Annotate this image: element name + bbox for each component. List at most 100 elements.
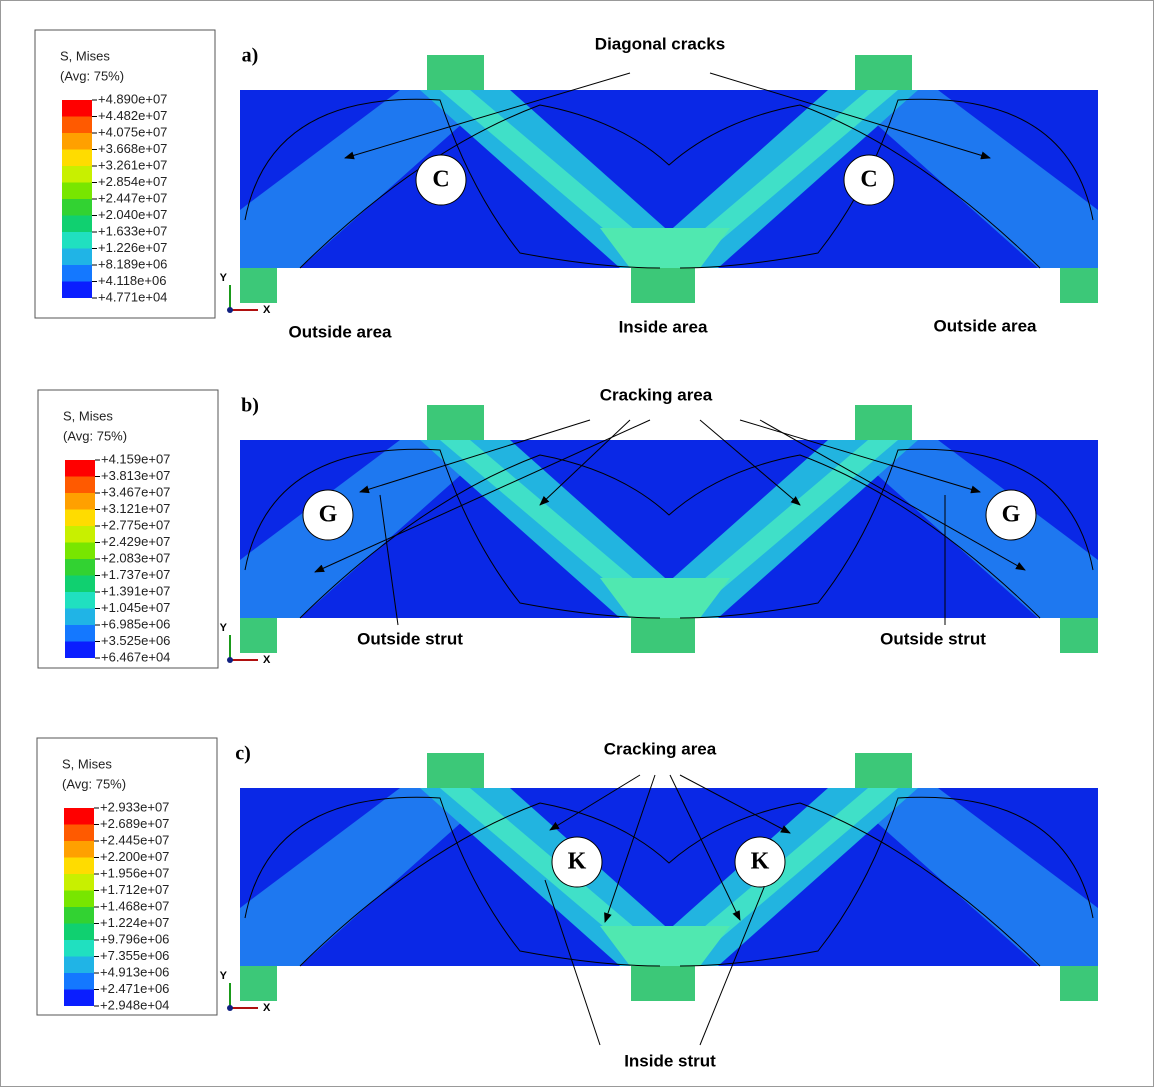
legend-label: +2.689e+07 bbox=[100, 816, 169, 831]
legend-label: +2.429e+07 bbox=[101, 534, 170, 549]
annotation: Cracking area bbox=[604, 739, 717, 758]
legend-label: +3.261e+07 bbox=[98, 157, 167, 172]
marker-label: K bbox=[568, 849, 587, 875]
legend-label: +7.355e+06 bbox=[100, 948, 169, 963]
legend-swatch bbox=[62, 232, 92, 249]
legend-swatch bbox=[62, 117, 92, 134]
legend-swatch bbox=[64, 957, 94, 974]
legend-label: +2.854e+07 bbox=[98, 174, 167, 189]
legend-label: +4.118e+06 bbox=[98, 273, 166, 288]
plate bbox=[1060, 268, 1098, 303]
legend-swatch bbox=[64, 907, 94, 924]
legend-subtitle: (Avg: 75%) bbox=[60, 68, 124, 83]
legend-swatch bbox=[64, 874, 94, 891]
annotation: Cracking area bbox=[600, 385, 713, 404]
legend-swatch bbox=[65, 460, 95, 477]
legend-label: +4.771e+04 bbox=[98, 289, 167, 304]
legend-swatch bbox=[62, 282, 92, 299]
legend-title: S, Mises bbox=[63, 408, 113, 423]
legend-label: +4.159e+07 bbox=[101, 451, 170, 466]
legend-swatch bbox=[64, 841, 94, 858]
axis-y-label: Y bbox=[220, 970, 228, 982]
plate bbox=[1060, 618, 1098, 653]
legend-label: +6.985e+06 bbox=[101, 616, 170, 631]
legend-label: +2.083e+07 bbox=[101, 550, 170, 565]
legend-swatch bbox=[65, 592, 95, 609]
legend-swatch bbox=[65, 576, 95, 593]
legend-label: +4.482e+07 bbox=[98, 108, 167, 123]
legend-swatch bbox=[62, 133, 92, 150]
legend-swatch bbox=[64, 825, 94, 842]
legend-label: +3.525e+06 bbox=[101, 633, 170, 648]
legend-label: +1.468e+07 bbox=[100, 898, 169, 913]
legend-label: +4.890e+07 bbox=[98, 91, 167, 106]
annotation: Inside strut bbox=[624, 1051, 716, 1070]
legend-label: +2.471e+06 bbox=[100, 981, 169, 996]
annotation: Outside strut bbox=[880, 629, 986, 648]
legend-label: +1.226e+07 bbox=[98, 240, 167, 255]
plate bbox=[240, 268, 277, 303]
legend-swatch bbox=[64, 990, 94, 1007]
axis-x-label: X bbox=[263, 1002, 271, 1014]
legend-label: +3.467e+07 bbox=[101, 484, 170, 499]
axis-origin bbox=[227, 657, 233, 663]
legend-swatch bbox=[65, 559, 95, 576]
legend-swatch bbox=[62, 100, 92, 117]
plate bbox=[855, 405, 912, 440]
legend-label: +2.447e+07 bbox=[98, 190, 167, 205]
legend-swatch bbox=[64, 808, 94, 825]
axis-y-label: Y bbox=[220, 272, 228, 284]
annotation: Outside area bbox=[289, 322, 393, 341]
marker-label: G bbox=[319, 502, 338, 528]
figure: S, Mises (Avg: 75%) +4.890e+07 +4.482e+07 +4… bbox=[0, 0, 1154, 1087]
legend-swatch bbox=[62, 249, 92, 266]
axis-origin bbox=[227, 307, 233, 313]
legend-title: S, Mises bbox=[60, 48, 110, 63]
plate bbox=[855, 753, 912, 788]
legend-label: +1.224e+07 bbox=[100, 915, 169, 930]
plate bbox=[427, 753, 484, 788]
panel-label: b) bbox=[241, 395, 259, 417]
legend-swatch bbox=[65, 526, 95, 543]
legend-label: +1.045e+07 bbox=[101, 600, 170, 615]
panel-label: a) bbox=[242, 45, 259, 67]
legend-swatch bbox=[64, 924, 94, 941]
plate bbox=[855, 55, 912, 90]
legend-swatch bbox=[65, 477, 95, 494]
legend-label: +6.467e+04 bbox=[101, 649, 170, 664]
axis-origin bbox=[227, 1005, 233, 1011]
axis-x-label: X bbox=[263, 304, 271, 316]
legend-label: +3.668e+07 bbox=[98, 141, 167, 156]
plate bbox=[631, 618, 695, 653]
plate bbox=[427, 55, 484, 90]
legend-swatch bbox=[62, 265, 92, 282]
legend-label: +2.040e+07 bbox=[98, 207, 167, 222]
legend-swatch bbox=[65, 609, 95, 626]
axis-x-label: X bbox=[263, 654, 271, 666]
legend-label: +2.948e+04 bbox=[100, 997, 169, 1012]
legend-swatch bbox=[65, 543, 95, 560]
legend-label: +4.913e+06 bbox=[100, 964, 169, 979]
legend-subtitle: (Avg: 75%) bbox=[63, 428, 127, 443]
legend-label: +3.813e+07 bbox=[101, 468, 170, 483]
legend-subtitle: (Avg: 75%) bbox=[62, 776, 126, 791]
plate bbox=[631, 268, 695, 303]
legend-label: +1.737e+07 bbox=[101, 567, 170, 582]
legend-swatch bbox=[65, 625, 95, 642]
axis-y-label: Y bbox=[220, 622, 228, 634]
legend-swatch bbox=[64, 891, 94, 908]
plate bbox=[240, 618, 277, 653]
legend-swatch bbox=[62, 166, 92, 183]
legend-label: +1.956e+07 bbox=[100, 865, 169, 880]
legend-label: +1.633e+07 bbox=[98, 223, 167, 238]
legend-label: +2.933e+07 bbox=[100, 799, 169, 814]
annotation: Inside area bbox=[619, 317, 708, 336]
plate bbox=[427, 405, 484, 440]
legend-swatch bbox=[62, 199, 92, 216]
legend-label: +1.712e+07 bbox=[100, 882, 169, 897]
legend-swatch bbox=[62, 183, 92, 200]
annotation: Outside area bbox=[934, 316, 1038, 335]
legend-title: S, Mises bbox=[62, 756, 112, 771]
legend-label: +2.445e+07 bbox=[100, 832, 169, 847]
legend-swatch bbox=[64, 858, 94, 875]
